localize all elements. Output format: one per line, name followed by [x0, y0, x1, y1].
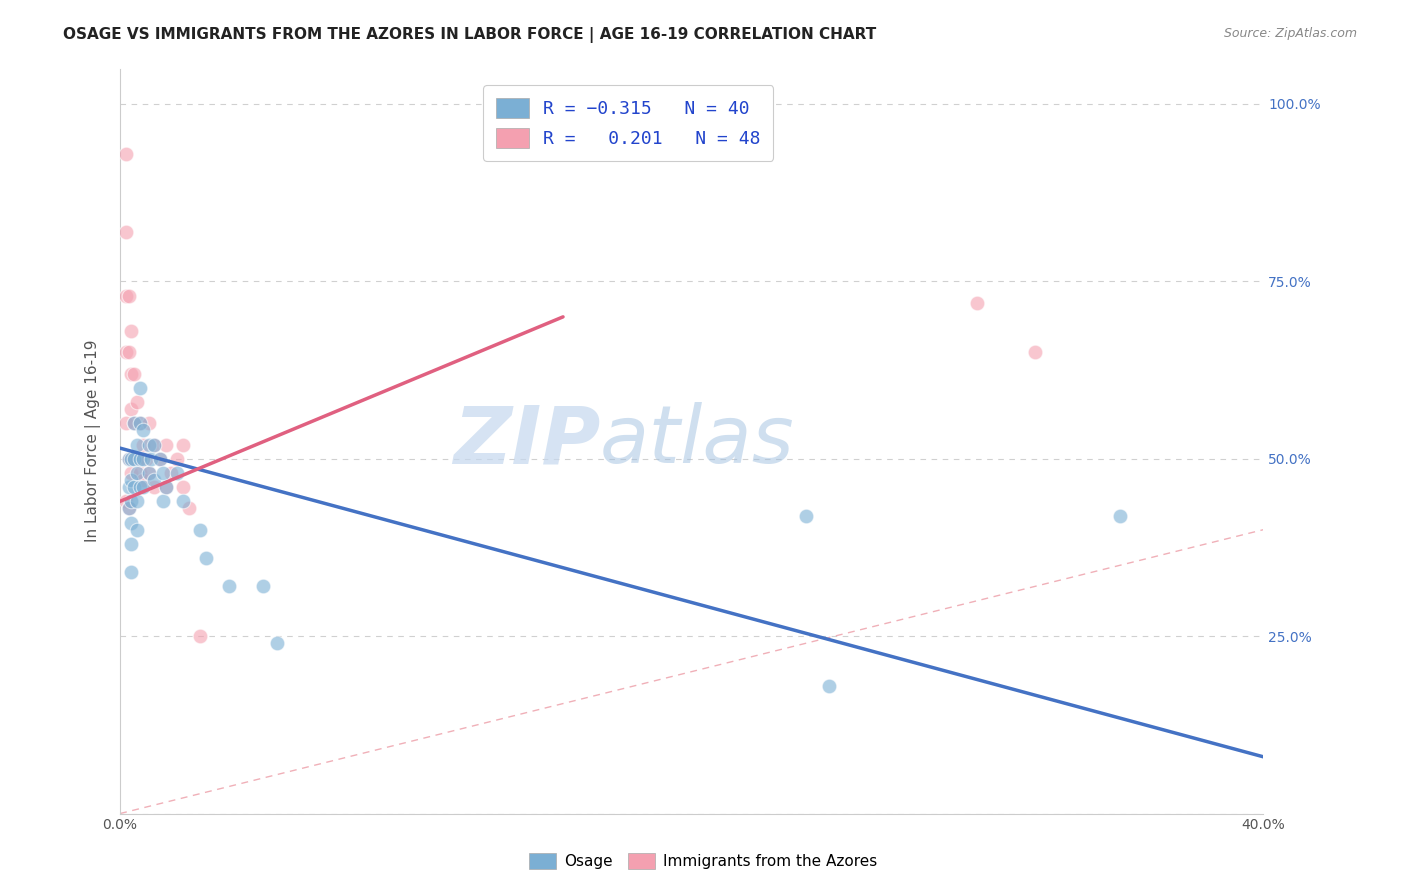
Point	[132, 451, 155, 466]
Point	[129, 451, 152, 466]
Point	[135, 451, 157, 466]
Point	[152, 494, 174, 508]
Text: OSAGE VS IMMIGRANTS FROM THE AZORES IN LABOR FORCE | AGE 16-19 CORRELATION CHART: OSAGE VS IMMIGRANTS FROM THE AZORES IN L…	[63, 27, 876, 43]
Point	[127, 395, 149, 409]
Point	[121, 451, 143, 466]
Point	[138, 466, 160, 480]
Point	[143, 437, 166, 451]
Point	[114, 417, 136, 431]
Point	[149, 451, 172, 466]
Point	[188, 523, 211, 537]
Point	[155, 437, 177, 451]
Point	[117, 501, 139, 516]
Point	[1024, 345, 1046, 359]
Point	[121, 537, 143, 551]
Point	[121, 566, 143, 580]
Point	[141, 451, 163, 466]
Point	[132, 473, 155, 487]
Point	[121, 516, 143, 530]
Point	[121, 324, 143, 338]
Point	[194, 551, 217, 566]
Point	[124, 417, 146, 431]
Point	[172, 437, 194, 451]
Point	[177, 501, 200, 516]
Point	[114, 146, 136, 161]
Point	[188, 629, 211, 643]
Point	[132, 423, 155, 437]
Point	[121, 402, 143, 417]
Point	[817, 679, 839, 693]
Point	[1109, 508, 1132, 523]
Point	[114, 225, 136, 239]
Point	[266, 636, 288, 650]
Point	[127, 466, 149, 480]
Point	[129, 417, 152, 431]
Point	[117, 501, 139, 516]
Point	[121, 466, 143, 480]
Point	[138, 417, 160, 431]
Point	[127, 451, 149, 466]
Point	[121, 494, 143, 508]
Point	[143, 480, 166, 494]
Text: atlas: atlas	[600, 402, 794, 480]
Point	[117, 345, 139, 359]
Point	[121, 473, 143, 487]
Point	[132, 437, 155, 451]
Point	[127, 523, 149, 537]
Point	[117, 288, 139, 302]
Point	[117, 451, 139, 466]
Point	[124, 480, 146, 494]
Point	[166, 451, 188, 466]
Point	[114, 288, 136, 302]
Point	[166, 466, 188, 480]
Point	[124, 417, 146, 431]
Point	[138, 466, 160, 480]
Point	[143, 437, 166, 451]
Point	[132, 480, 155, 494]
Point	[794, 508, 817, 523]
Point	[252, 579, 274, 593]
Point	[121, 367, 143, 381]
Point	[172, 494, 194, 508]
Point	[138, 437, 160, 451]
Point	[155, 480, 177, 494]
Point	[117, 451, 139, 466]
Point	[149, 451, 172, 466]
Point	[114, 494, 136, 508]
Legend: Osage, Immigrants from the Azores: Osage, Immigrants from the Azores	[523, 847, 883, 875]
Point	[124, 451, 146, 466]
Point	[117, 480, 139, 494]
Point	[129, 381, 152, 395]
Point	[129, 417, 152, 431]
Point	[160, 466, 183, 480]
Point	[124, 367, 146, 381]
Point	[129, 466, 152, 480]
Point	[152, 466, 174, 480]
Point	[129, 480, 152, 494]
Legend: R = −0.315   N = 40, R =   0.201   N = 48: R = −0.315 N = 40, R = 0.201 N = 48	[484, 85, 773, 161]
Text: ZIP: ZIP	[453, 402, 600, 480]
Point	[114, 345, 136, 359]
Point	[218, 579, 240, 593]
Point	[127, 437, 149, 451]
Point	[143, 473, 166, 487]
Point	[966, 295, 988, 310]
Point	[124, 451, 146, 466]
Point	[155, 480, 177, 494]
Point	[172, 480, 194, 494]
Point	[127, 494, 149, 508]
Y-axis label: In Labor Force | Age 16-19: In Labor Force | Age 16-19	[86, 340, 101, 542]
Text: Source: ZipAtlas.com: Source: ZipAtlas.com	[1223, 27, 1357, 40]
